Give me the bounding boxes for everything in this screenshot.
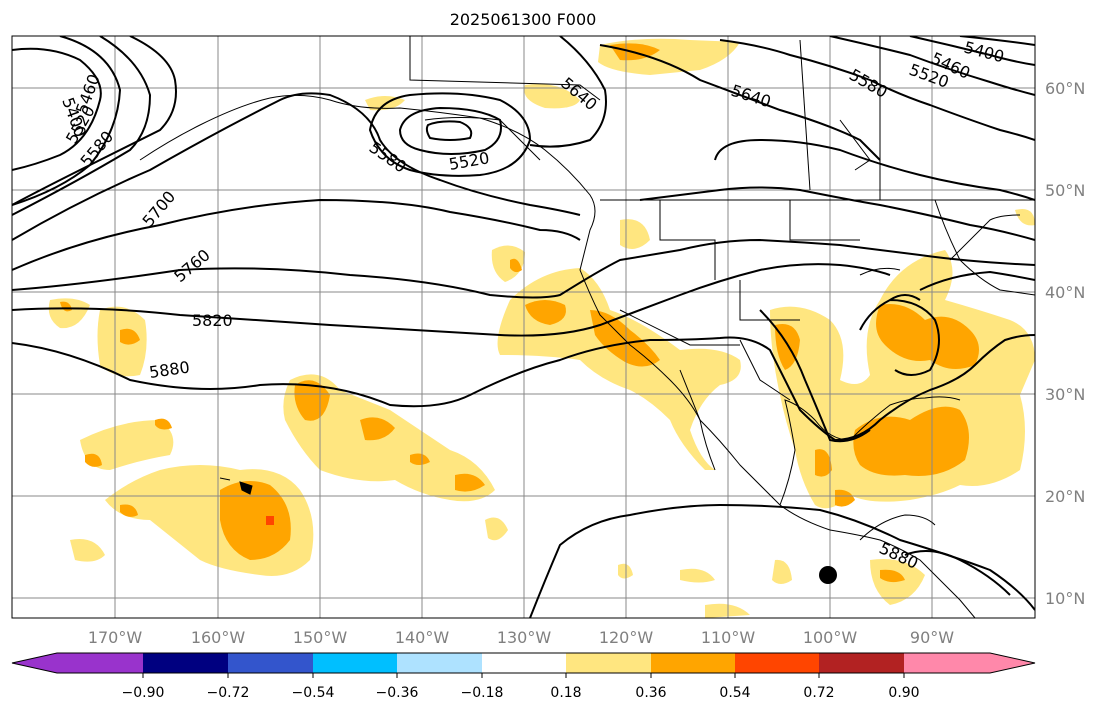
- colorbar-tick-label: −0.54: [292, 685, 335, 701]
- colorbar-tick-label: −0.36: [376, 685, 419, 701]
- map-border: [11, 35, 1036, 619]
- contour-label: 5760: [170, 245, 213, 286]
- lat-tick: 10°N: [1045, 589, 1085, 608]
- contour-label: 5820: [192, 311, 233, 330]
- colorbar-extend-low: [12, 653, 57, 673]
- colorbar-tick-label: −0.72: [207, 685, 250, 701]
- colorbar-segment: [651, 653, 735, 673]
- contour-label: 5640: [729, 81, 774, 112]
- colorbar-segment: [735, 653, 819, 673]
- colorbar-tick-label: −0.18: [461, 685, 504, 701]
- lat-tick: 20°N: [1045, 487, 1085, 506]
- contour-label: 5520: [447, 148, 490, 174]
- colorbar-tick-label: 0.54: [719, 685, 750, 701]
- lat-tick: 60°N: [1045, 79, 1085, 98]
- contour-label: 5580: [846, 65, 891, 102]
- contour-labels: 5400 5460 5520 5580 5640 5700 5760 5820 …: [58, 38, 1006, 573]
- colorbar-segment: [143, 653, 228, 673]
- lon-tick: 130°W: [497, 628, 552, 647]
- colorbar-segment: [397, 653, 482, 673]
- contour-label: 5580: [366, 138, 410, 177]
- contour-label: 5880: [148, 357, 191, 381]
- colorbar-tick-label: −0.90: [122, 685, 165, 701]
- colorbar-segment: [57, 653, 143, 673]
- colorbar-tick-label: 0.36: [635, 685, 666, 701]
- lon-tick: 140°W: [395, 628, 450, 647]
- location-marker: [819, 566, 837, 584]
- latitude-ticks: 60°N 50°N 40°N 30°N 20°N 10°N: [1045, 79, 1085, 608]
- colorbar-segment: [904, 653, 990, 673]
- graticule: [12, 36, 1035, 618]
- colorbar-segment: [313, 653, 397, 673]
- coastlines: [139, 36, 1035, 618]
- colorbar-extend-high: [990, 653, 1035, 673]
- colorbar-segment: [819, 653, 904, 673]
- colorbar-tick-label: 0.90: [888, 685, 919, 701]
- colorbar-tick-label: 0.18: [550, 685, 581, 701]
- colorbar-segment: [482, 653, 566, 673]
- contour-label: 5700: [139, 187, 180, 230]
- colorbar: −0.90 −0.72 −0.54 −0.36 −0.18 0.18 0.36 …: [11, 652, 1036, 701]
- lat-tick: 30°N: [1045, 385, 1085, 404]
- longitude-ticks: 170°W 160°W 150°W 140°W 130°W 120°W 110°…: [88, 628, 954, 647]
- map-title: 2025061300 F000: [449, 10, 597, 29]
- lon-tick: 160°W: [191, 628, 246, 647]
- lat-tick: 40°N: [1045, 283, 1085, 302]
- lon-tick: 150°W: [293, 628, 348, 647]
- colorbar-tick-label: 0.72: [803, 685, 834, 701]
- shading-high: [266, 516, 274, 525]
- lat-tick: 50°N: [1045, 181, 1085, 200]
- lon-tick: 110°W: [701, 628, 756, 647]
- colorbar-segment: [228, 653, 313, 673]
- lon-tick: 100°W: [803, 628, 858, 647]
- lon-tick: 90°W: [910, 628, 954, 647]
- contour-label: 5400: [962, 38, 1006, 67]
- height-contours: [12, 36, 1035, 618]
- lon-tick: 170°W: [88, 628, 143, 647]
- colorbar-segment: [566, 653, 651, 673]
- lon-tick: 120°W: [599, 628, 654, 647]
